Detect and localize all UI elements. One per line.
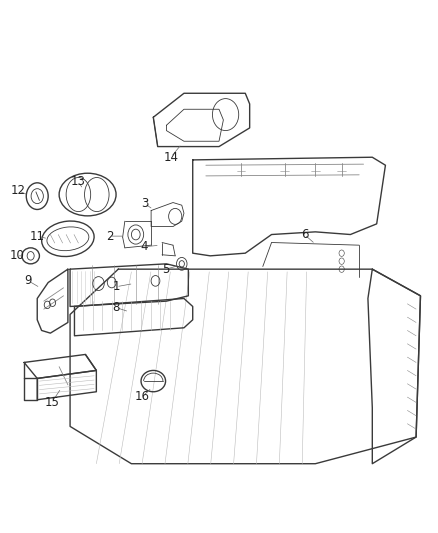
Text: 11: 11 [30, 230, 45, 243]
Text: 2: 2 [106, 230, 113, 243]
Text: 15: 15 [44, 396, 59, 409]
Text: 16: 16 [135, 390, 150, 403]
Text: 4: 4 [141, 240, 148, 253]
Text: 14: 14 [163, 151, 178, 164]
Text: 1: 1 [112, 280, 120, 293]
Text: 12: 12 [11, 184, 26, 197]
Text: 3: 3 [141, 197, 148, 210]
Text: 5: 5 [162, 263, 169, 276]
Text: 9: 9 [25, 274, 32, 287]
Text: 13: 13 [71, 175, 85, 188]
Text: 8: 8 [113, 301, 120, 314]
Text: 10: 10 [9, 249, 24, 262]
Text: 6: 6 [300, 228, 308, 241]
